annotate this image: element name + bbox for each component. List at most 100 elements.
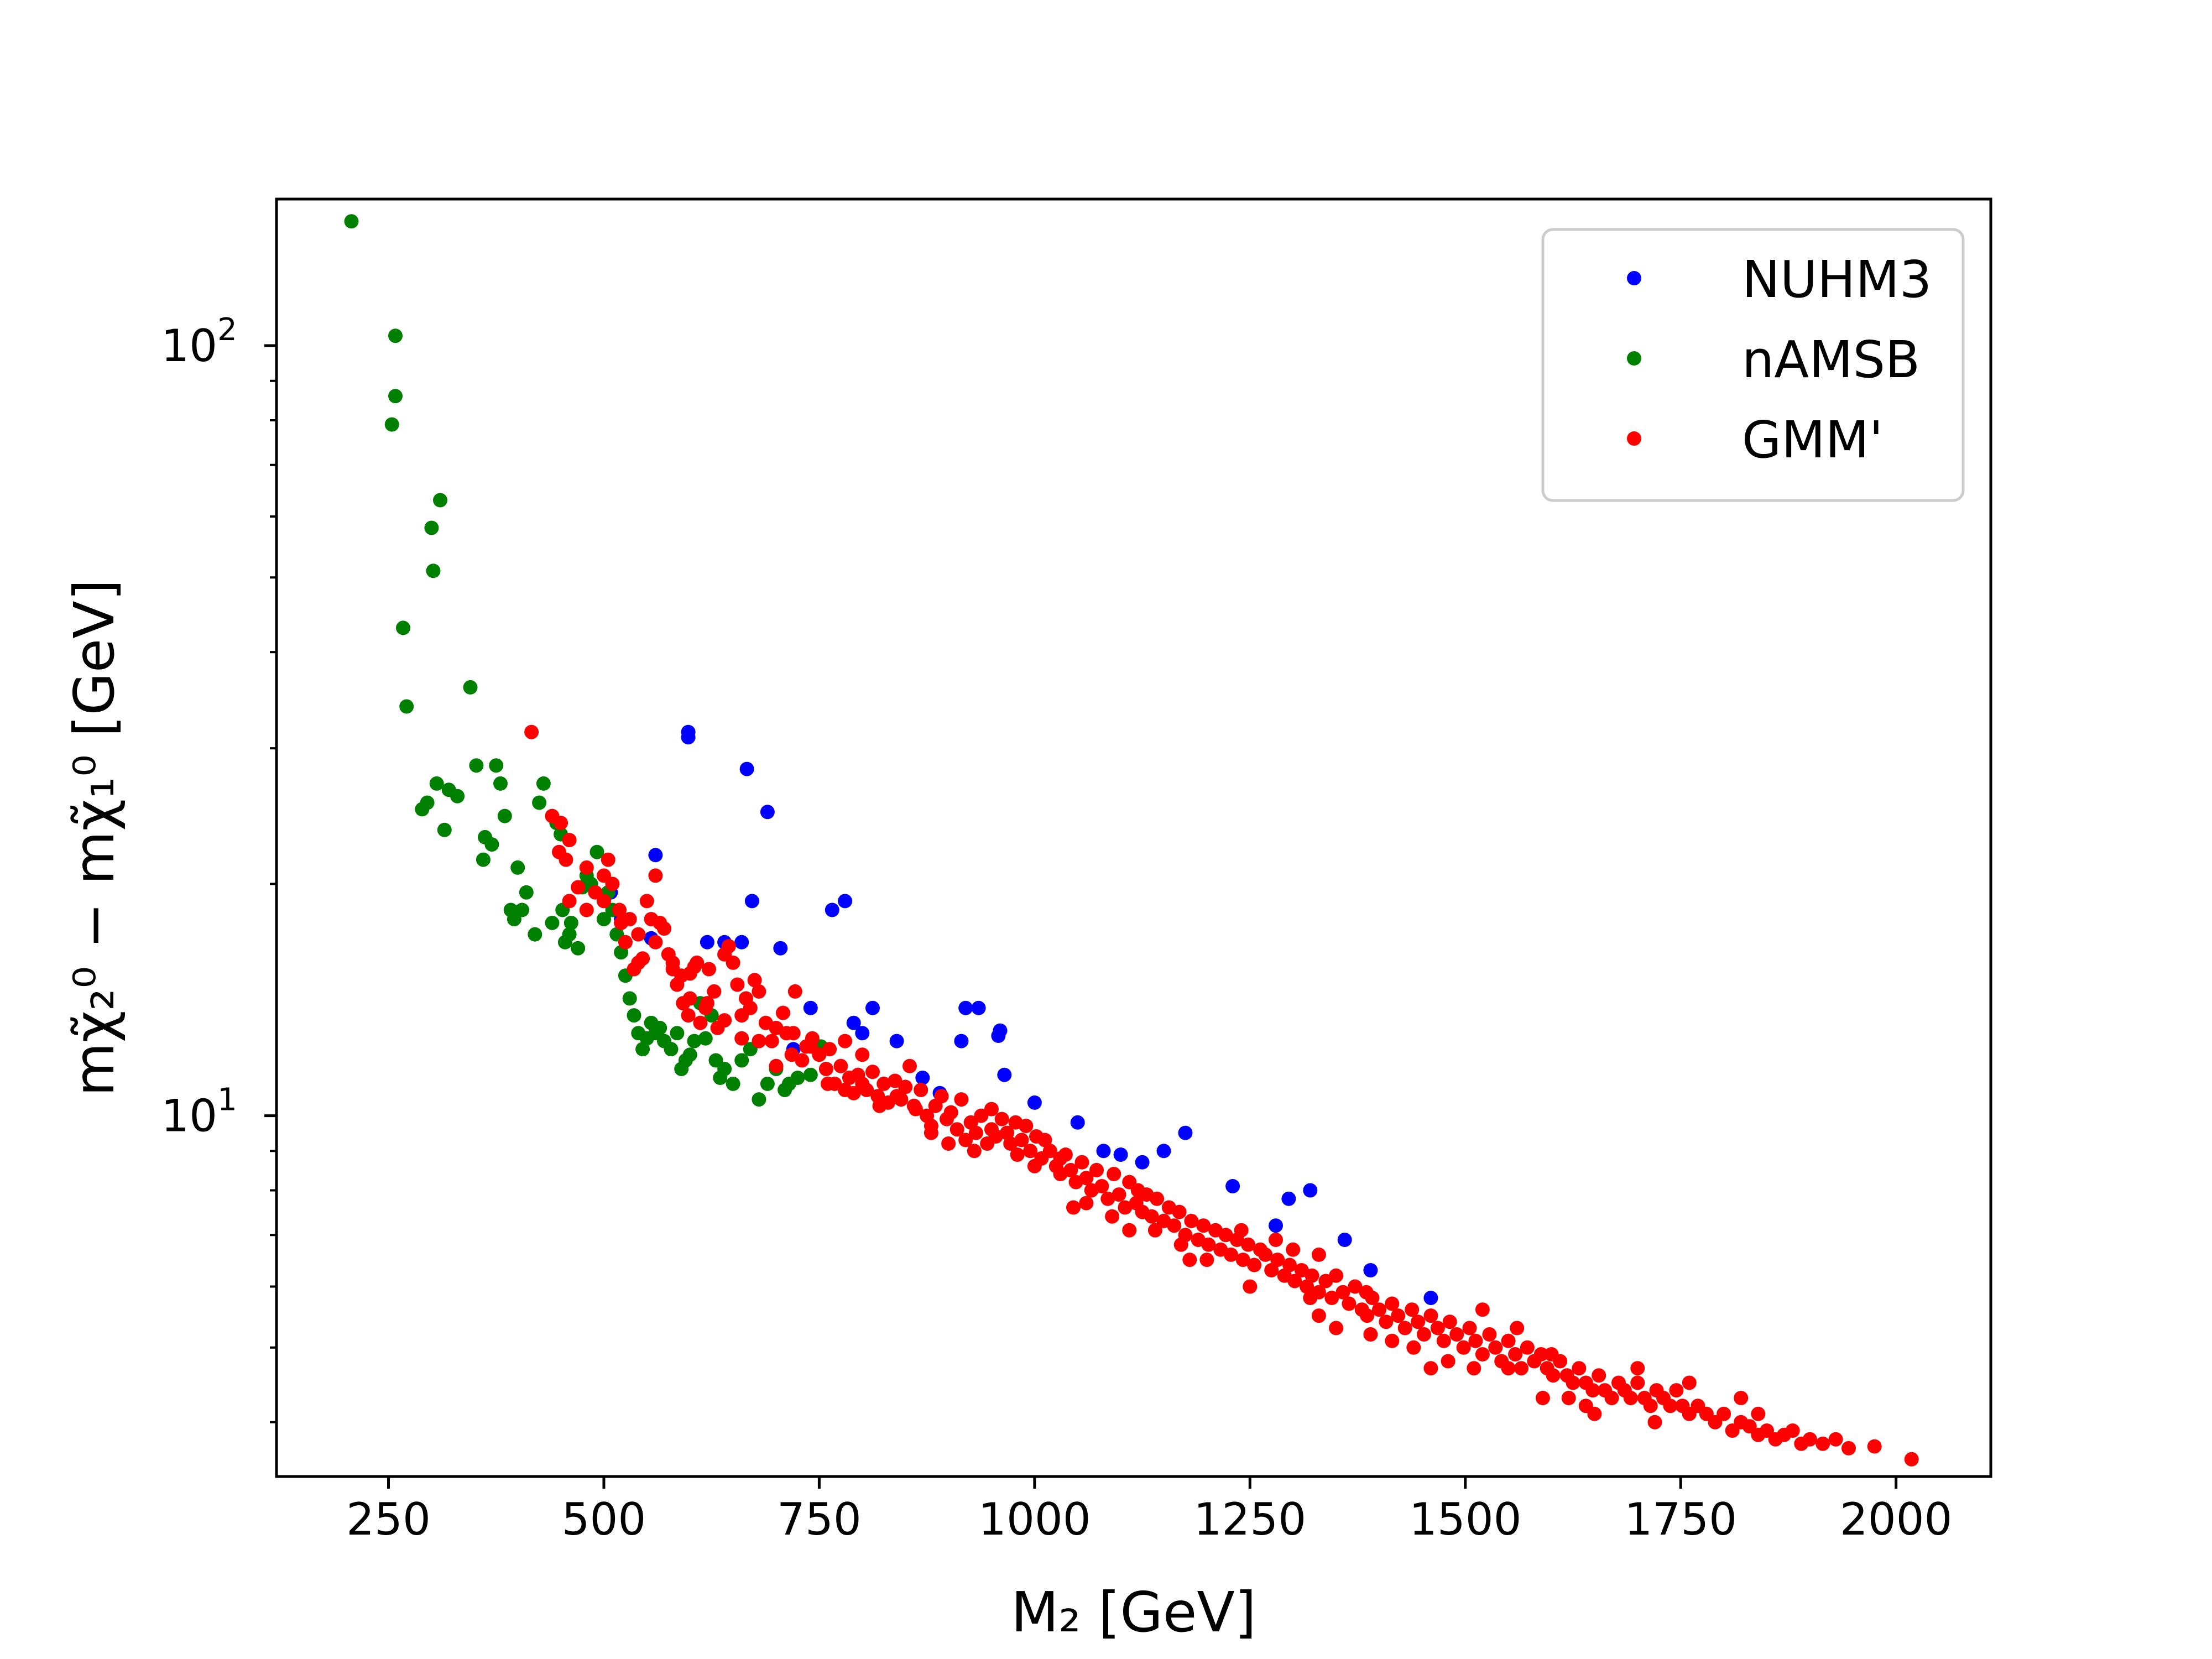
y-axis-ticks: 101 102 [161,312,276,1423]
point-1-26 [515,902,529,917]
point-2-56 [818,1062,833,1076]
point-2-281 [734,1031,749,1046]
x-tick-label-7: 2000 [1840,1494,1953,1545]
point-2-277 [803,1039,818,1054]
point-2-189 [1566,1375,1580,1390]
point-2-279 [769,1058,784,1073]
point-2-269 [941,1136,956,1151]
x-tick-label-1: 500 [562,1494,646,1545]
point-2-255 [1303,1291,1318,1305]
point-0-16 [838,894,853,909]
point-2-176 [1482,1327,1497,1342]
x-axis-label: M₂ [GeV] [1011,1580,1256,1645]
point-1-62 [682,1047,697,1062]
point-2-70 [888,1073,902,1088]
point-2-232 [1182,1253,1197,1267]
point-2-240 [1510,1321,1525,1335]
point-2-4 [562,833,577,848]
point-2-87 [974,1108,989,1123]
point-2-244 [1647,1415,1662,1430]
point-2-204 [1663,1399,1678,1413]
point-2-254 [1329,1321,1344,1335]
point-2-6 [579,902,594,917]
point-2-167 [1423,1308,1438,1323]
point-1-59 [670,1026,685,1041]
point-2-186 [1546,1368,1561,1383]
point-0-18 [855,1026,870,1041]
point-2-42 [743,1000,758,1015]
point-2-75 [914,1083,928,1097]
point-1-31 [545,915,560,930]
point-2-263 [1079,1196,1094,1211]
point-1-79 [803,1067,818,1082]
point-2-142 [1270,1253,1285,1267]
point-2-274 [855,1076,870,1091]
point-2-190 [1572,1361,1587,1376]
point-2-276 [821,1076,835,1091]
point-2-112 [1100,1191,1115,1206]
point-2-140 [1258,1247,1273,1262]
point-2-129 [1196,1218,1211,1233]
point-2-161 [1385,1296,1400,1311]
point-2-60 [838,1034,853,1048]
point-2-270 [924,1125,938,1140]
point-2-175 [1475,1347,1490,1361]
point-2-72 [898,1079,913,1094]
point-2-124 [1167,1218,1182,1233]
point-2-27 [681,1008,696,1023]
point-2-84 [958,1133,973,1147]
point-2-86 [968,1125,983,1140]
point-2-57 [822,1042,837,1057]
point-0-14 [803,1000,818,1015]
point-2-68 [877,1076,891,1091]
point-1-36 [562,927,577,942]
point-2-271 [906,1098,921,1113]
legend: NUHM3 nAMSB GMM' [1541,228,1965,502]
point-2-141 [1264,1263,1279,1277]
point-2-170 [1442,1314,1457,1329]
x-tick-label-6: 1750 [1624,1494,1737,1545]
point-2-275 [838,1083,853,1097]
legend-label-1: nAMSB [1742,330,1920,389]
legend-label-0: NUHM3 [1742,250,1932,309]
point-2-238 [1406,1340,1421,1355]
point-2-225 [1867,1439,1882,1454]
point-2-81 [943,1105,958,1120]
point-2-266 [1010,1147,1025,1162]
point-0-15 [825,902,839,917]
point-2-171 [1449,1327,1464,1342]
point-2-260 [1147,1223,1162,1238]
point-2-59 [833,1058,848,1073]
point-0-30 [1070,1115,1085,1130]
point-2-147 [1300,1279,1314,1294]
point-2-273 [872,1098,887,1113]
point-2-30 [690,955,705,970]
point-2-265 [1027,1159,1042,1173]
point-2-246 [1734,1391,1749,1405]
point-2-95 [1014,1133,1029,1147]
point-2-211 [1717,1406,1731,1421]
point-2-138 [1247,1258,1262,1272]
point-2-262 [1105,1209,1120,1224]
point-0-27 [993,1023,1008,1038]
point-2-9 [601,852,615,867]
point-2-46 [764,1034,779,1048]
point-2-162 [1391,1308,1406,1323]
point-2-280 [752,1034,766,1048]
point-2-31 [693,1015,708,1030]
point-2-108 [1079,1171,1094,1186]
point-0-5 [681,724,696,739]
point-2-121 [1150,1191,1165,1206]
point-1-21 [493,776,508,791]
point-2-219 [1785,1423,1800,1438]
point-2-91 [994,1112,1009,1126]
point-2-226 [1904,1452,1919,1467]
point-2-28 [682,991,697,1006]
point-1-25 [510,860,525,875]
point-2-195 [1604,1391,1619,1405]
point-1-19 [484,837,499,852]
point-2-257 [1234,1223,1249,1238]
point-2-201 [1643,1399,1658,1413]
point-0-29 [1027,1095,1042,1110]
